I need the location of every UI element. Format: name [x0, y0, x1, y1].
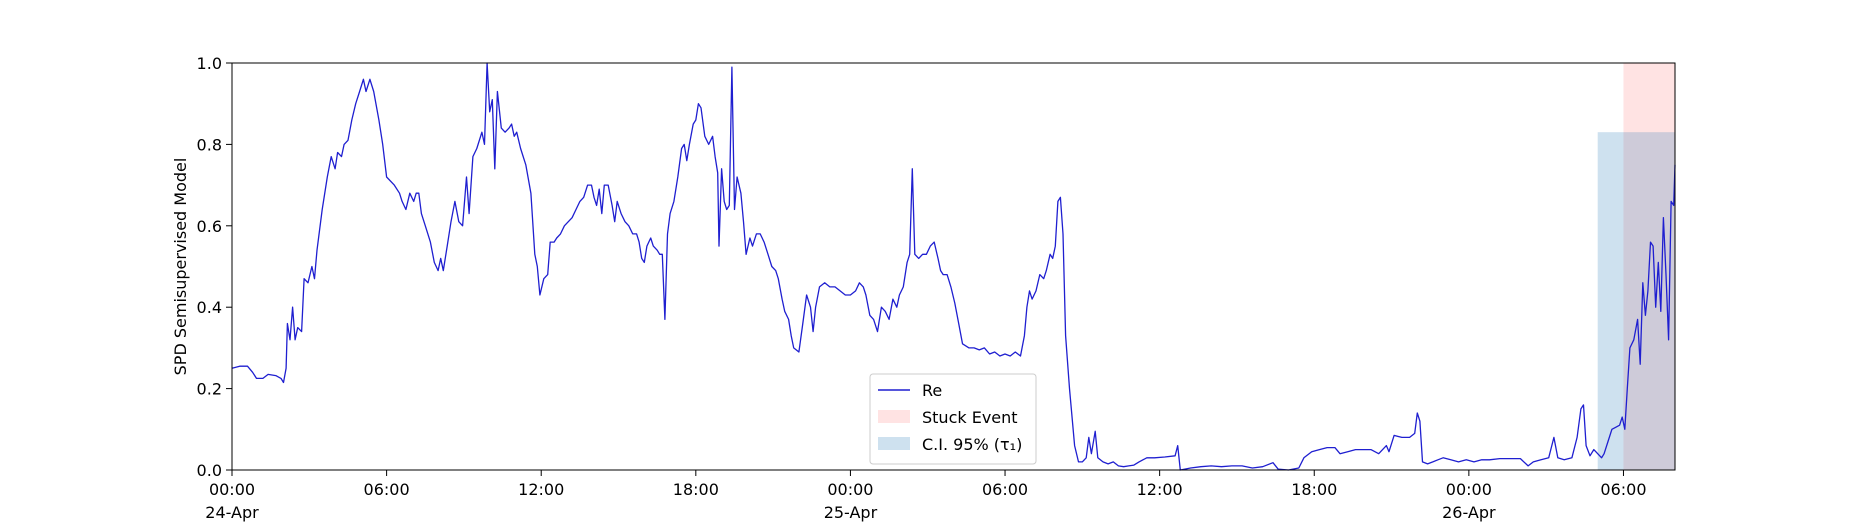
x-tick-label: 00:00: [827, 480, 873, 499]
y-tick-label: 0.4: [197, 298, 222, 317]
y-tick-label: 1.0: [197, 54, 222, 73]
x-tick-label: 00:00: [1446, 480, 1492, 499]
legend-swatch-patch: [878, 437, 910, 450]
y-tick-label: 0.8: [197, 135, 222, 154]
legend: Re Stuck Event C.I. 95% (τ₁): [869, 373, 1037, 465]
legend-box: [869, 373, 1037, 465]
x-tick-date-label: 26-Apr: [1442, 503, 1496, 522]
x-tick-label: 18:00: [673, 480, 719, 499]
legend-swatch-patch: [878, 410, 910, 423]
y-axis-title: SPD Semisupervised Model: [171, 158, 190, 376]
y-axis: 0.0 0.2 0.4 0.6 0.8 1.0: [197, 54, 232, 480]
legend-label: Re: [922, 381, 942, 400]
series-line-re: [231, 62, 1676, 471]
x-tick-label: 06:00: [364, 480, 410, 499]
x-tick-label: 06:00: [982, 480, 1028, 499]
x-tick-label: 18:00: [1291, 480, 1337, 499]
y-tick-label: 0.0: [197, 461, 222, 480]
series-lines: [231, 62, 1676, 471]
legend-label: C.I. 95% (τ₁): [922, 435, 1022, 454]
x-tick-label: 00:00: [209, 480, 255, 499]
x-tick-label: 12:00: [1137, 480, 1183, 499]
shaded-region-confidence-interval: [1597, 132, 1675, 470]
y-tick-label: 0.2: [197, 380, 222, 399]
x-tick-label: 12:00: [518, 480, 564, 499]
plot-frame: [231, 62, 1676, 471]
legend-label: Stuck Event: [922, 408, 1018, 427]
x-axis: 00:0024-Apr190006:0012:0018:0000:0025-Ap…: [205, 470, 1647, 522]
y-tick-label: 0.6: [197, 217, 222, 236]
x-tick-date-label: 24-Apr: [205, 503, 259, 522]
shaded-regions: [1597, 63, 1675, 470]
x-tick-date-label: 25-Apr: [824, 503, 878, 522]
x-tick-label: 06:00: [1600, 480, 1646, 499]
